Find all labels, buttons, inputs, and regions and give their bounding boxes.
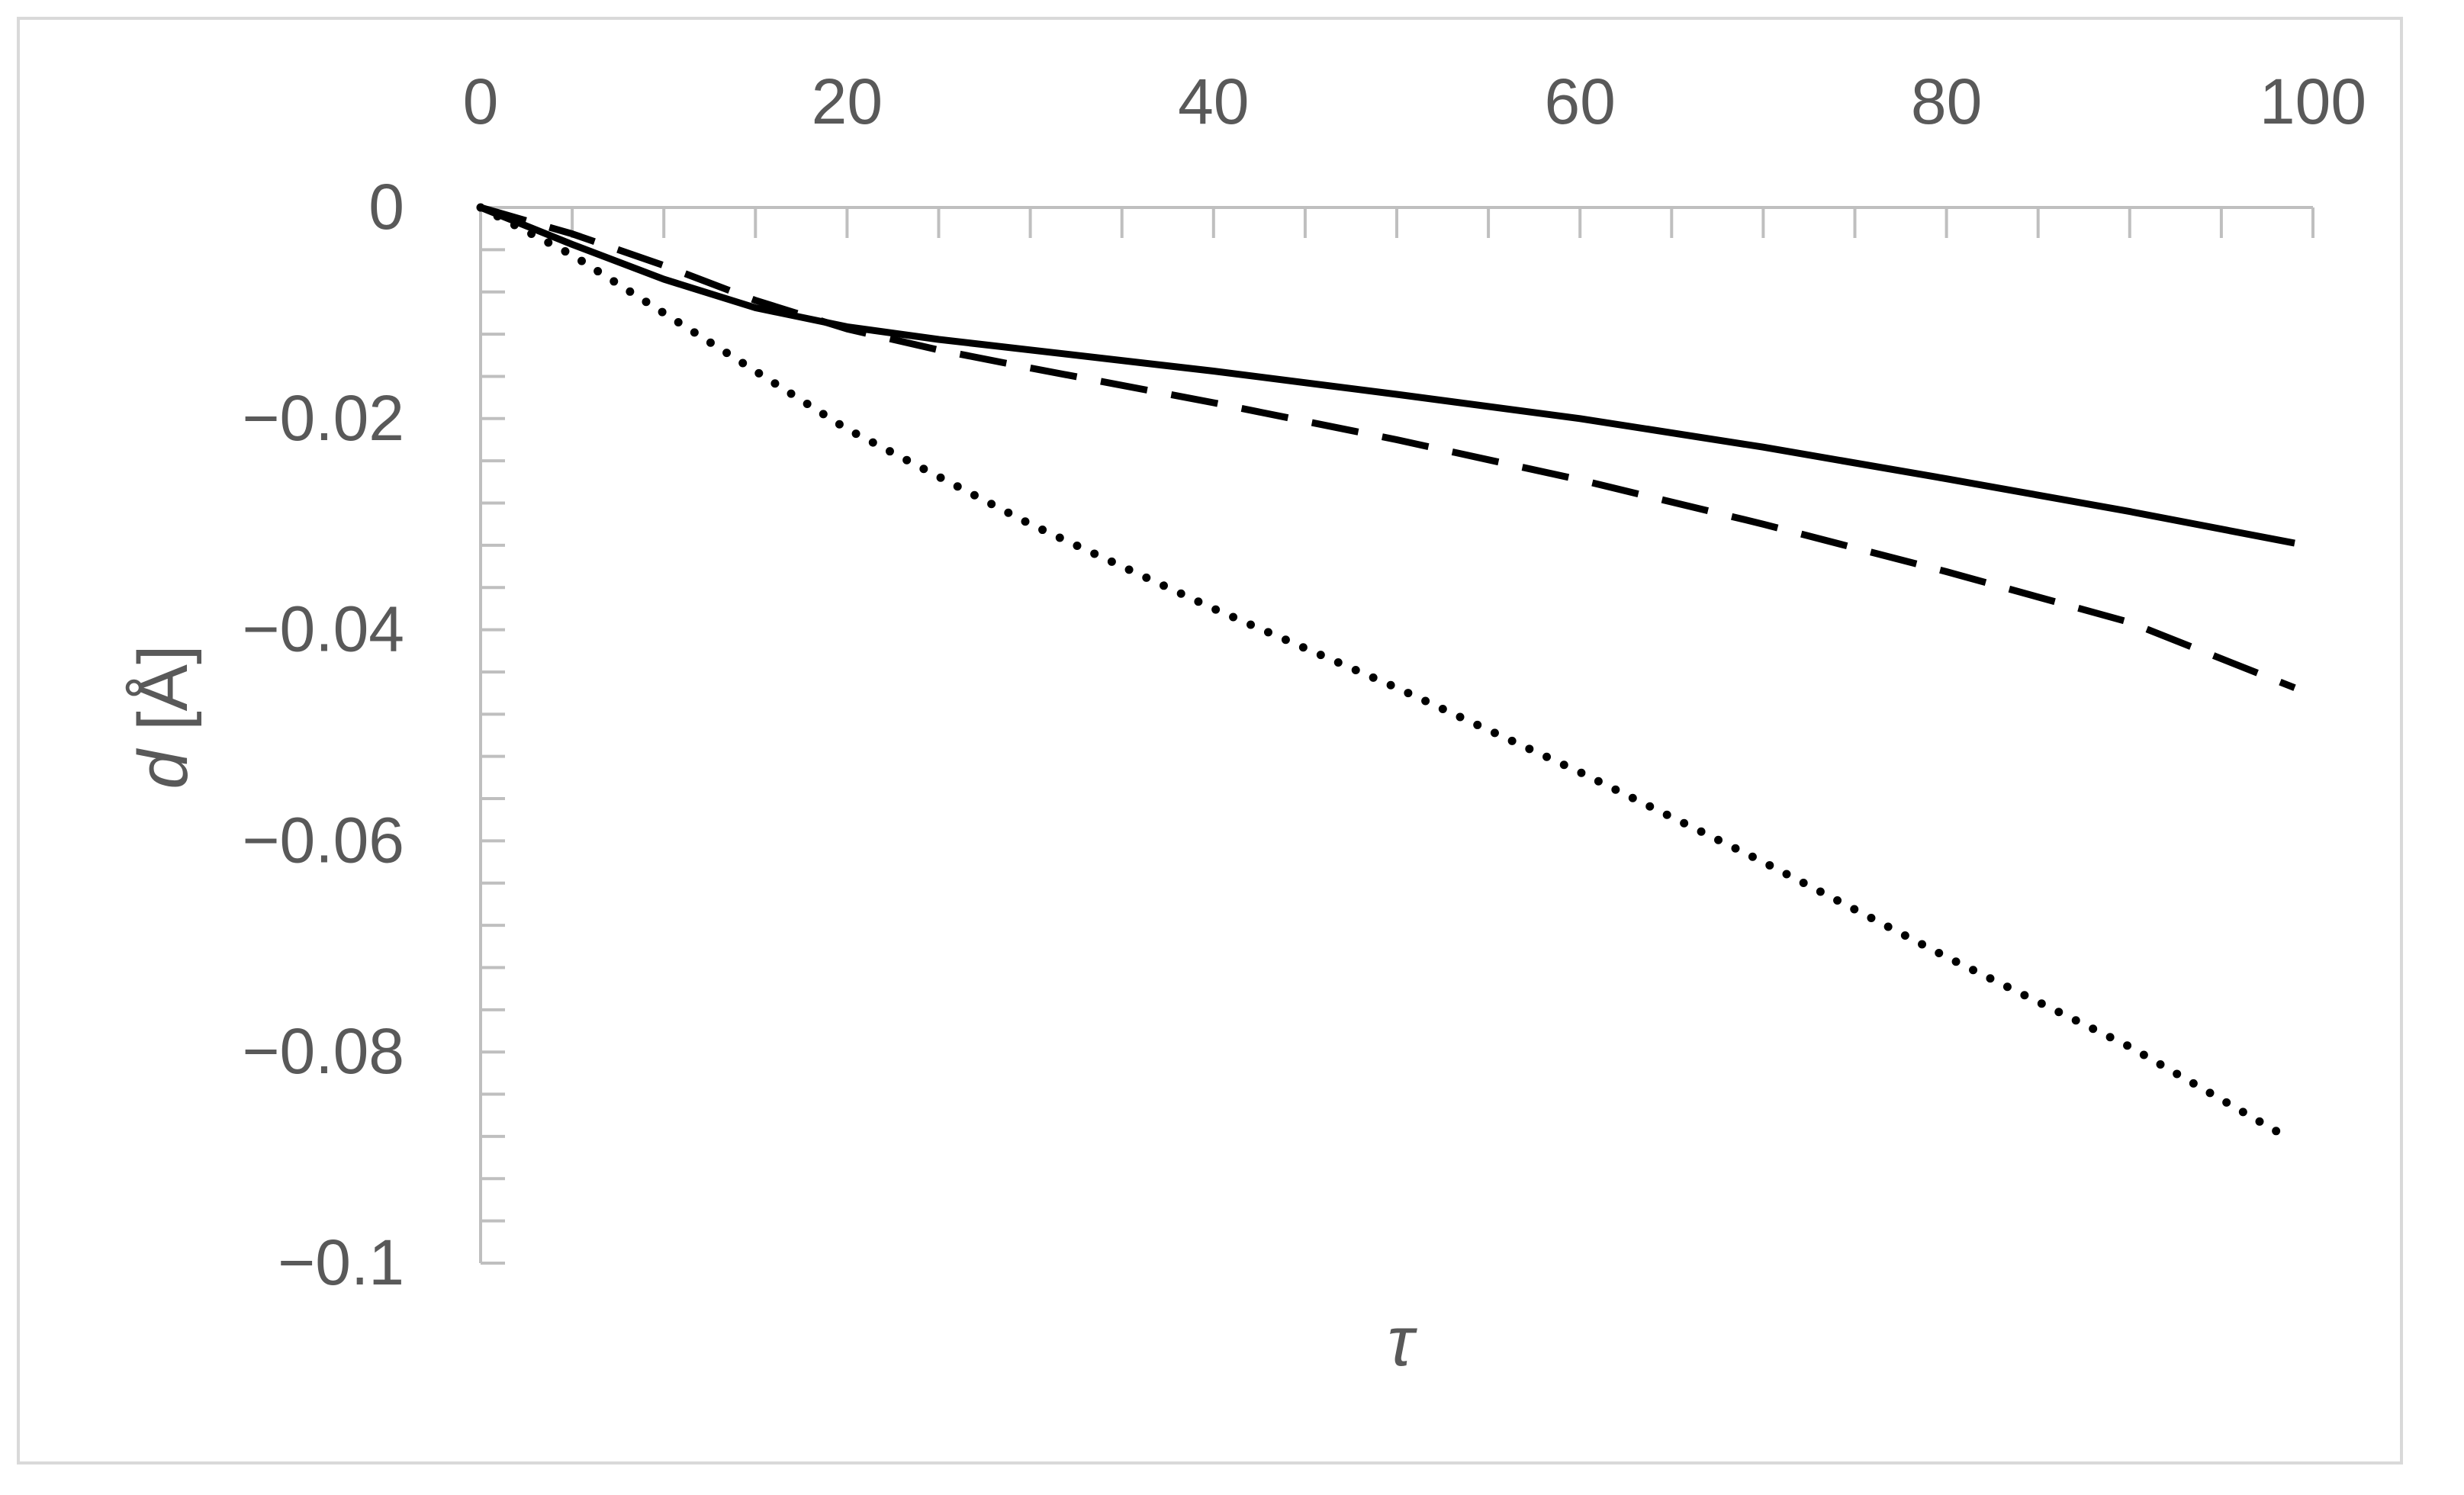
chart-axes: 0 20 40 60 80 100 0 −0.02 −0.04 −0.06 −0.08 −0.1	[242, 66, 2366, 1298]
x-axis-title: τ	[1388, 1303, 1418, 1381]
x-tick-label: 20	[812, 66, 883, 137]
series-line-solid	[479, 204, 2295, 547]
x-tick-label: 40	[1178, 66, 1249, 137]
x-tick-label: 80	[1911, 66, 1982, 137]
y-tick-label: 0	[368, 171, 404, 243]
y-axis-title-unit: [Å]	[124, 645, 202, 750]
series-line-dotted	[476, 203, 2281, 1136]
x-tick-label: 100	[2260, 66, 2366, 137]
y-tick-label: −0.06	[242, 804, 404, 876]
y-tick-label: −0.08	[242, 1015, 404, 1087]
series-layer	[476, 203, 2296, 1136]
y-axis-title: d [Å]	[124, 645, 202, 789]
chart-frame	[17, 17, 2403, 1464]
y-tick-label: −0.1	[278, 1227, 404, 1298]
y-tick-label: −0.04	[242, 593, 404, 665]
series-line-dashed	[479, 204, 2296, 691]
y-axis-title-symbol: d	[124, 748, 202, 789]
x-tick-label: 60	[1544, 66, 1615, 137]
y-tick-label: −0.02	[242, 382, 404, 454]
x-tick-label: 0	[463, 66, 499, 137]
